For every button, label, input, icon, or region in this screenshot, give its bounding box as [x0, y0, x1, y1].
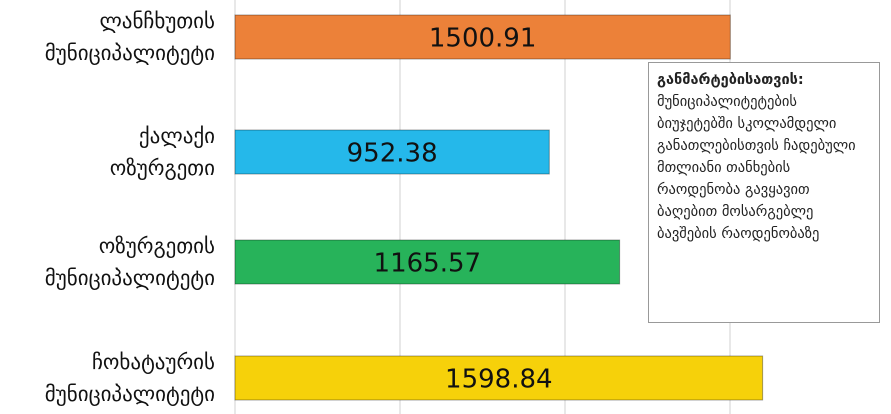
annotation-box: განმარტებისათვის: მუნიციპალიტეტების ბიუჯ… [648, 62, 880, 323]
bar [234, 239, 621, 285]
annotation-text: მუნიციპალიტეტების ბიუჯეტებში სკოლამდელი … [657, 94, 856, 242]
category-label: ლანჩხუთის მუნიციპალიტეტი [44, 9, 215, 65]
category-label: ქალაქი ოზურგეთი [109, 124, 215, 180]
bar [234, 14, 731, 60]
category-label: ჩოხატაურის მუნიციპალიტეტი [44, 350, 215, 406]
value-label: 952.38 [347, 139, 438, 169]
bar [234, 355, 764, 401]
value-label: 1500.91 [429, 24, 537, 54]
annotation-title: განმარტებისათვის: [657, 72, 804, 88]
bar [234, 129, 550, 175]
category-label: ოზურგეთის მუნიციპალიტეტი [44, 234, 215, 290]
value-label: 1165.57 [374, 249, 482, 279]
value-label: 1598.84 [445, 365, 553, 395]
